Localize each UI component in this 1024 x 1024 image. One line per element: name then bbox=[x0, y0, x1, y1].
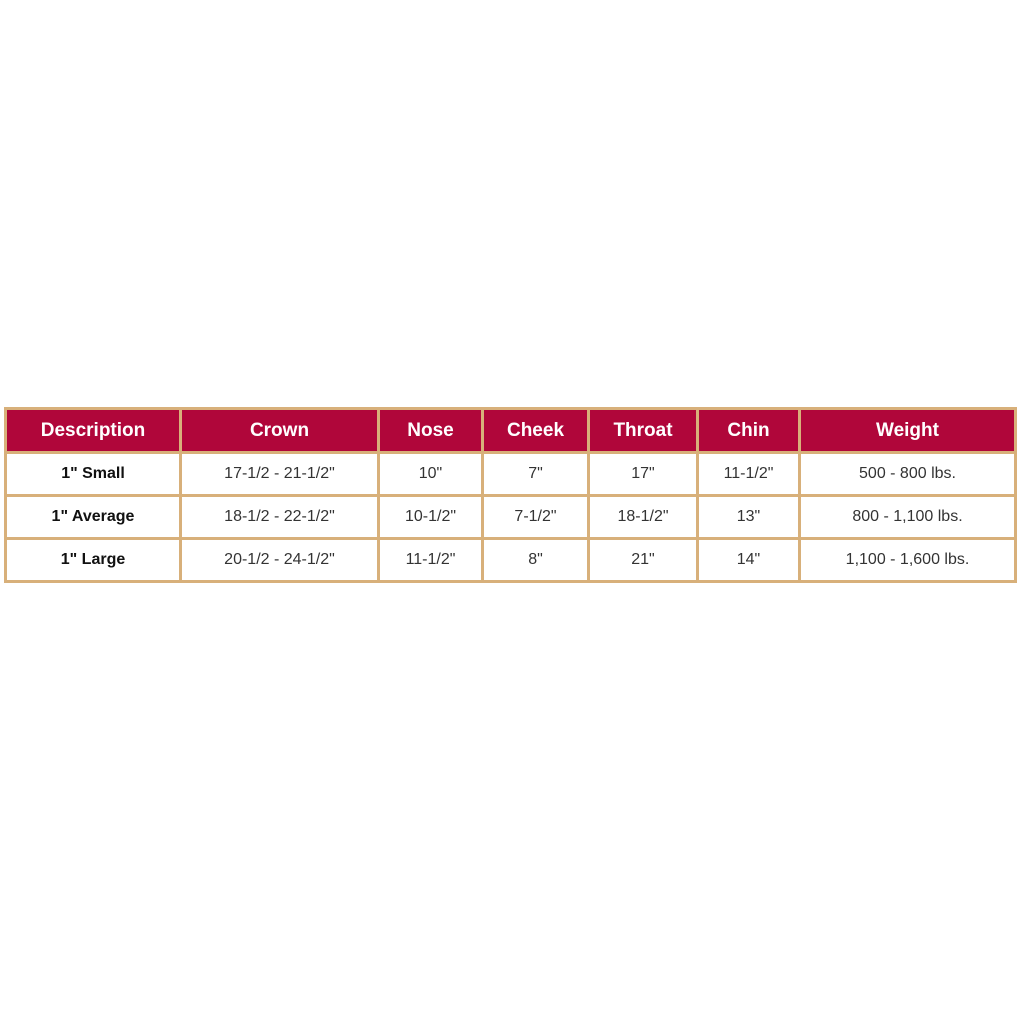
cell-nose: 11-1/2" bbox=[377, 537, 484, 583]
cell-weight: 800 - 1,100 lbs. bbox=[798, 494, 1017, 540]
cell-cheek: 7" bbox=[481, 451, 590, 497]
table-row: 1" Large 20-1/2 - 24-1/2" 11-1/2" 8" 21"… bbox=[4, 537, 1017, 583]
header-throat: Throat bbox=[587, 407, 699, 454]
header-weight: Weight bbox=[798, 407, 1017, 454]
cell-throat: 21" bbox=[587, 537, 699, 583]
cell-throat: 17" bbox=[587, 451, 699, 497]
header-row: Description Crown Nose Cheek Throat Chin… bbox=[4, 407, 1017, 454]
cell-weight: 1,100 - 1,600 lbs. bbox=[798, 537, 1017, 583]
cell-nose: 10-1/2" bbox=[377, 494, 484, 540]
header-chin: Chin bbox=[696, 407, 801, 454]
header-nose: Nose bbox=[377, 407, 484, 454]
cell-description: 1" Large bbox=[4, 537, 182, 583]
cell-description: 1" Small bbox=[4, 451, 182, 497]
cell-description: 1" Average bbox=[4, 494, 182, 540]
cell-weight: 500 - 800 lbs. bbox=[798, 451, 1017, 497]
size-chart-table: Description Crown Nose Cheek Throat Chin… bbox=[4, 407, 1017, 583]
header-crown: Crown bbox=[179, 407, 380, 454]
header-cheek: Cheek bbox=[481, 407, 590, 454]
cell-crown: 20-1/2 - 24-1/2" bbox=[179, 537, 380, 583]
cell-throat: 18-1/2" bbox=[587, 494, 699, 540]
cell-crown: 17-1/2 - 21-1/2" bbox=[179, 451, 380, 497]
cell-chin: 14" bbox=[696, 537, 801, 583]
cell-chin: 11-1/2" bbox=[696, 451, 801, 497]
cell-chin: 13" bbox=[696, 494, 801, 540]
header-description: Description bbox=[4, 407, 182, 454]
cell-cheek: 8" bbox=[481, 537, 590, 583]
cell-cheek: 7-1/2" bbox=[481, 494, 590, 540]
table-row: 1" Average 18-1/2 - 22-1/2" 10-1/2" 7-1/… bbox=[4, 494, 1017, 540]
cell-crown: 18-1/2 - 22-1/2" bbox=[179, 494, 380, 540]
cell-nose: 10" bbox=[377, 451, 484, 497]
table-row: 1" Small 17-1/2 - 21-1/2" 10" 7" 17" 11-… bbox=[4, 451, 1017, 497]
